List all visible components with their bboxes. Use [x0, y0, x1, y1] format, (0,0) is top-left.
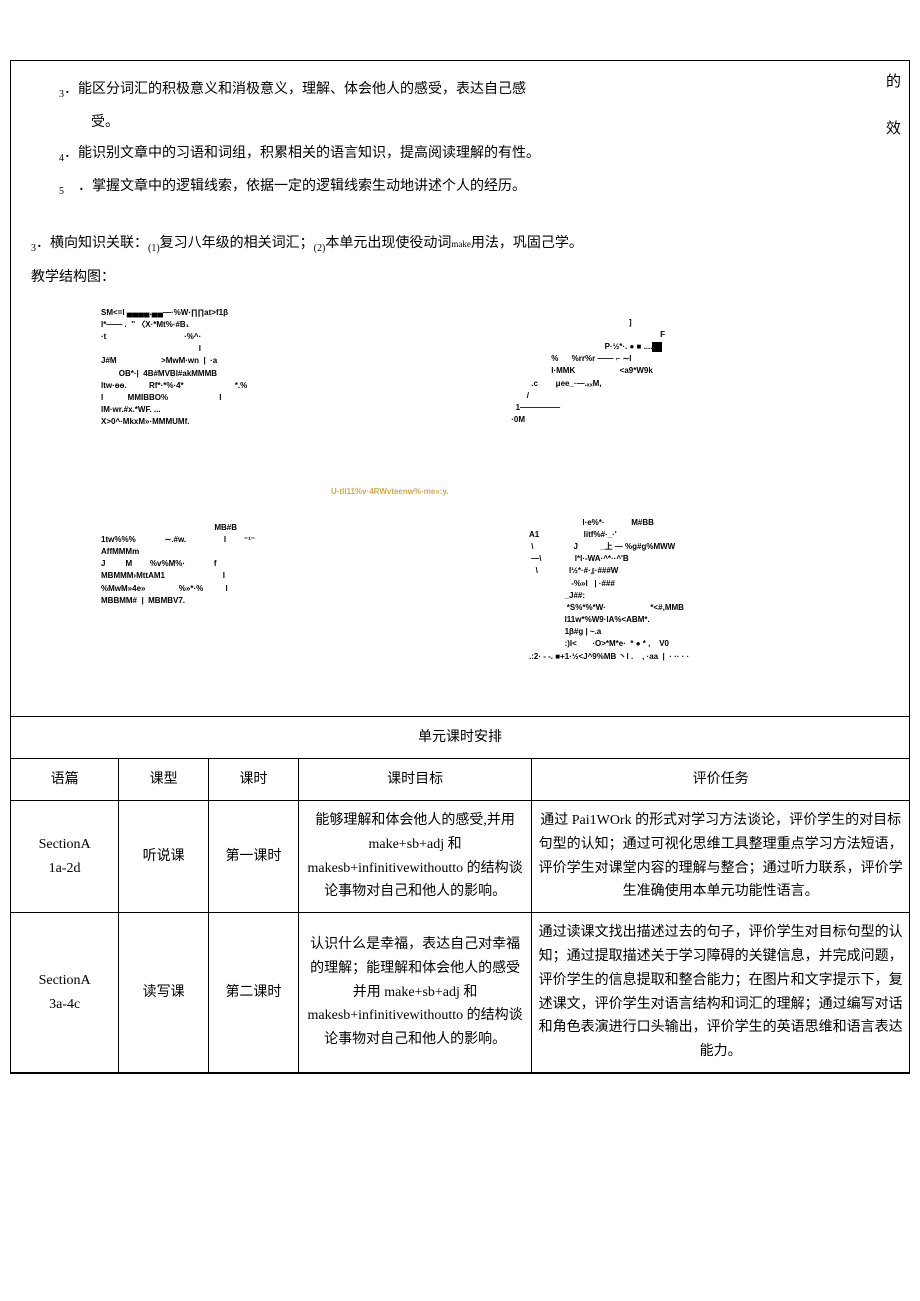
diagram-line: l*—— . '' 〈X·*Mt%·#B₁ [101, 319, 461, 330]
diagram-line: \ l½*·#·』·###W [529, 565, 869, 576]
diagram-line: X>0^·MkxM»·MMMUMf. [101, 416, 461, 427]
diagram-line: MBMMM›MttAM1 l [101, 570, 461, 581]
diagram-line: J#M >MwM·wn | ·a [101, 355, 461, 366]
cross-link-part3: 用法，巩固己学。 [471, 236, 583, 251]
diagram-line: —\ l*l·-WA·^*··^'B [529, 553, 869, 564]
cell-evaluation: 通过 Pai1WOrk 的形式对学习方法谈论，评价学生的对目标句型的认知；通过可… [532, 800, 909, 912]
diagram-area: SM<=l ▄▄▄▄.▄▄—·%W·∏∏at>f1βl*—— . '' 〈X·*… [31, 306, 889, 636]
diagram-orange-text: U·tll11%v·4RWvteenw%·me»:y. [331, 486, 449, 497]
header-classtype: 课型 [119, 759, 209, 801]
unit-schedule-title: 单元课时安排 [11, 717, 909, 759]
diagram-line: 1————— [509, 402, 869, 413]
black-square-icon [652, 342, 662, 352]
document-container: 的 效 3．能区分词汇的积极意义和消极意义，理解、体会他人的感受，表达自己感 受… [10, 60, 910, 1074]
diagram-line: MB#B [101, 522, 461, 533]
diagram-line: J M %v%M%· f [101, 558, 461, 569]
diagram-line: ltw·ɵɵ. Rf*·*%·4* *.% [101, 380, 461, 391]
header-objective: 课时目标 [298, 759, 531, 801]
diagram-line: MBBMM# | MBMBV7. [101, 595, 461, 606]
header-period: 课时 [209, 759, 299, 801]
diagram-line: ·t ·%^· [101, 331, 461, 342]
side-char-2: 效 [886, 116, 901, 143]
cell-text-title: SectionA3a-4c [11, 913, 119, 1073]
item-4: 4．能识别文章中的习语和词组，积累相关的语言知识，提高阅读理解的有性。 [31, 141, 889, 168]
cross-link: 3．横向知识关联：(1)复习八年级的相关词汇；(2)本单元出现使役动词make用… [31, 231, 889, 258]
diagram-line: A1 litf%#·_·' [529, 529, 869, 540]
cell-class-type: 读写课 [119, 913, 209, 1073]
row1-title: SectionA1a-2d [39, 837, 91, 876]
diagram-line: lM·wr.#x.*WF. ... [101, 404, 461, 415]
cell-objective: 能够理解和体会他人的感受,并用 make+sb+adj 和makesb+infi… [298, 800, 531, 912]
cross-link-prefix: ．横向知识关联： [36, 236, 148, 251]
diagram-line: l11w*%W9·IA%<ABM*. [529, 614, 869, 625]
diagram-line: / [509, 390, 869, 401]
diagram-line: _J##: [529, 590, 869, 601]
item-5-num: 5 [59, 186, 64, 197]
item-5-text: ．掌握文章中的逻辑线索，依据一定的逻辑线索生动地讲述个人的经历。 [78, 179, 526, 194]
diagram-line: .:2· - -. ■+1·½<J^9%MB 丶l . , ·aa | · ··… [529, 651, 869, 662]
side-char-1: 的 [886, 69, 901, 96]
diagram-line: AffMMMm [101, 546, 461, 557]
diagram-bottom-left: MB#B1tw%%% ∼.#w. l ⁻¹⁻AffMMMmJ M %v%M%· … [101, 521, 461, 607]
diagram-line: l MMIBBO% l [101, 392, 461, 403]
structure-title: 教学结构图： [31, 265, 889, 290]
diagram-line: .c μee_·—.ₓₓM, [509, 378, 869, 389]
diagram-line: F [509, 329, 869, 340]
cell-objective: 认识什么是幸福，表达自己对幸福的理解；能理解和体会他人的感受并用 make+sb… [298, 913, 531, 1073]
cross-link-sub2: (2) [314, 242, 326, 253]
diagram-line: ·0M [509, 414, 869, 425]
diagram-line: *S%*%*W· *<#,MMB [529, 602, 869, 613]
row2-title: SectionA3a-4c [39, 973, 91, 1012]
diagram-line: -%»l | ·### [529, 578, 869, 589]
cross-link-part1: 复习八年级的相关词汇； [160, 236, 314, 251]
top-content-section: 的 效 3．能区分词汇的积极意义和消极意义，理解、体会他人的感受，表达自己感 受… [11, 61, 909, 717]
item-3-text: ．能区分词汇的积极意义和消极意义，理解、体会他人的感受，表达自己感 [64, 82, 526, 97]
diagram-left: SM<=l ▄▄▄▄.▄▄—·%W·∏∏at>f1βl*—— . '' 〈X·*… [101, 306, 461, 429]
diagram-line: \ J _上 — %g#g%MWW [529, 541, 869, 552]
diagram-line: l·MMK <a9*W9k [509, 365, 869, 376]
diagram-line: l·e%*· M#BB [529, 517, 869, 528]
header-text: 语篇 [11, 759, 119, 801]
diagram-bottom-right: l·e%*· M#BBA1 litf%#·_·' \ J _上 — %g#g%M… [529, 516, 869, 663]
header-evaluation: 评价任务 [532, 759, 909, 801]
item-5: 5 ．掌握文章中的逻辑线索，依据一定的逻辑线索生动地讲述个人的经历。 [31, 174, 889, 201]
schedule-table: 语篇 课型 课时 课时目标 评价任务 SectionA1a-2d 听说课 第一课… [11, 759, 909, 1073]
item-4-text: ．能识别文章中的习语和词组，积累相关的语言知识，提高阅读理解的有性。 [64, 146, 540, 161]
table-header-row: 语篇 课型 课时 课时目标 评价任务 [11, 759, 909, 801]
table-row: SectionA3a-4c 读写课 第二课时 认识什么是幸福，表达自己对幸福的理… [11, 913, 909, 1073]
diagram-line: ] [509, 317, 869, 328]
diagram-line: 1tw%%% ∼.#w. l ⁻¹⁻ [101, 534, 461, 545]
cross-link-sub1: (1) [148, 242, 160, 253]
diagram-right-top: ] F P·½*·. ● ■ .... % %rr%r —— ⌐ ∼l l·MM… [509, 316, 869, 427]
cell-class-type: 听说课 [119, 800, 209, 912]
diagram-line: 1β#g | ~.a [529, 626, 869, 637]
diagram-line: % %rr%r —— ⌐ ∼l [509, 353, 869, 364]
diagram-line: SM<=l ▄▄▄▄.▄▄—·%W·∏∏at>f1β [101, 307, 461, 318]
table-row: SectionA1a-2d 听说课 第一课时 能够理解和体会他人的感受,并用 m… [11, 800, 909, 912]
cross-link-part2: 本单元出现使役动词 [325, 236, 451, 251]
cross-link-make: make [451, 239, 471, 249]
diagram-line: P·½*·. ● ■ .... [509, 341, 869, 352]
cell-period: 第二课时 [209, 913, 299, 1073]
diagram-line: %MwM»4e» %»*·% l [101, 583, 461, 594]
diagram-line: OB*·| 4B#MVBl#akMMMB [101, 368, 461, 379]
cell-text-title: SectionA1a-2d [11, 800, 119, 912]
item-3: 3．能区分词汇的积极意义和消极意义，理解、体会他人的感受，表达自己感 [31, 77, 889, 104]
diagram-line: :)l< ·O>*M*e· * ● * , V0 [529, 638, 869, 649]
item-3-cont: 受。 [91, 110, 889, 135]
diagram-line: l [101, 343, 461, 354]
cell-evaluation: 通过读课文找出描述过去的句子，评价学生对目标句型的认知；通过提取描述关于学习障碍… [532, 913, 909, 1073]
cell-period: 第一课时 [209, 800, 299, 912]
